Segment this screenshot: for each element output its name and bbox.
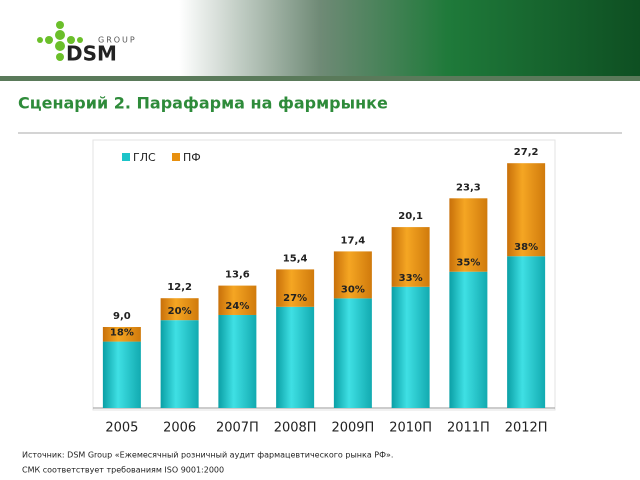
share-label: 24% [225,301,249,312]
header-banner [0,0,640,76]
slide-title: Сценарий 2. Парафарма на фармрынке [18,94,388,113]
total-label: 23,3 [456,182,481,193]
x-tick-label: 2012П [505,421,548,436]
logo-name: DSM [66,42,117,66]
x-tick-label: 2007П [216,421,259,436]
total-label: 27,2 [514,147,539,158]
share-label: 18% [110,328,134,339]
logo-group: GROUP [98,36,137,45]
total-label: 15,4 [283,253,308,264]
bar-glc [333,298,372,408]
bar-glc [449,271,488,408]
bar-pf [102,327,141,342]
bar-glc [218,314,257,408]
iso-note: СМК соответствует требованиям ISO 9001:2… [22,466,224,475]
share-label: 20% [168,306,192,317]
share-label: 33% [399,273,423,284]
legend-swatch [172,153,180,161]
bar-pf [391,227,430,287]
total-label: 13,6 [225,270,250,281]
logo-mark [37,21,83,61]
source-note: Источник: DSM Group «Ежемесячный розничн… [22,451,393,460]
total-label: 9,0 [113,311,131,322]
bar-pf [449,198,488,272]
plot-area [92,139,556,411]
header-stripe [0,76,640,81]
share-label: 38% [514,242,538,253]
bar-glc [102,341,141,408]
bar-pf [507,163,546,257]
bar-glc [507,256,546,408]
legend-swatch [122,153,130,161]
x-tick-label: 2010П [389,421,432,436]
total-label: 17,4 [341,235,366,246]
bar-glc [391,286,430,408]
x-tick-label: 2009П [331,421,374,436]
legend-label: ГЛС [133,151,156,164]
share-label: 35% [456,258,480,269]
bar-pf [333,251,372,299]
bar-glc [160,320,199,408]
x-tick-label: 2006 [163,421,196,436]
x-tick-label: 2011П [447,421,490,436]
share-label: 30% [341,284,365,295]
legend-label: ПФ [183,151,201,164]
bar-glc [276,306,315,408]
bar-pf [218,285,257,315]
bar-pf [276,269,315,307]
total-label: 12,2 [167,282,192,293]
total-label: 20,1 [398,211,423,222]
x-tick-label: 2008П [274,421,317,436]
x-tick-label: 2005 [105,421,138,436]
share-label: 27% [283,293,307,304]
bar-pf [160,298,199,321]
